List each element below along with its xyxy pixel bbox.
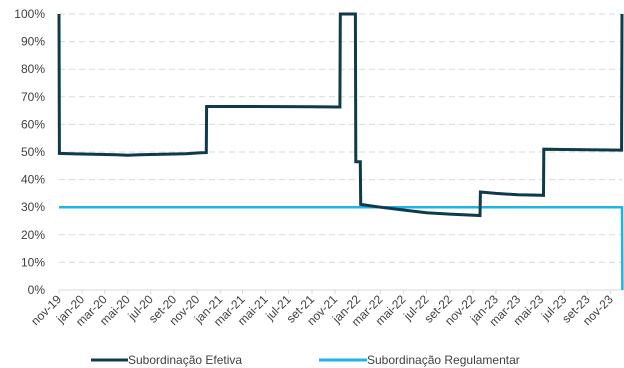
legend: Subordinação Efetiva Subordinação Regula… <box>91 353 520 367</box>
y-tick-label: 0% <box>28 283 46 297</box>
series-line-efetiva <box>57 12 624 218</box>
series-line-regulamentar <box>59 205 624 291</box>
y-tick-label: 40% <box>21 173 45 187</box>
y-tick-label: 60% <box>21 117 45 131</box>
y-tick-label: 20% <box>21 228 45 242</box>
y-tick-label: 70% <box>21 90 45 104</box>
y-tick-label: 100% <box>14 7 45 21</box>
y-tick-label: 50% <box>21 145 45 159</box>
y-tick-label: 30% <box>21 200 45 214</box>
y-axis-labels: 0% 10% 20% 30% 40% 50% 60% 70% 80% 90% 100% <box>14 7 45 297</box>
y-tick-label: 80% <box>21 62 45 76</box>
legend-label-efetiva: Subordinação Efetiva <box>128 353 242 367</box>
series <box>57 12 624 291</box>
y-tick-label: 10% <box>21 255 45 269</box>
legend-label-regulamentar: Subordinação Regulamentar <box>367 353 520 367</box>
y-tick-label: 90% <box>21 35 45 49</box>
x-axis-labels: nov-19jan-20mar-20mai-20jul-20set-20nov-… <box>28 290 616 329</box>
